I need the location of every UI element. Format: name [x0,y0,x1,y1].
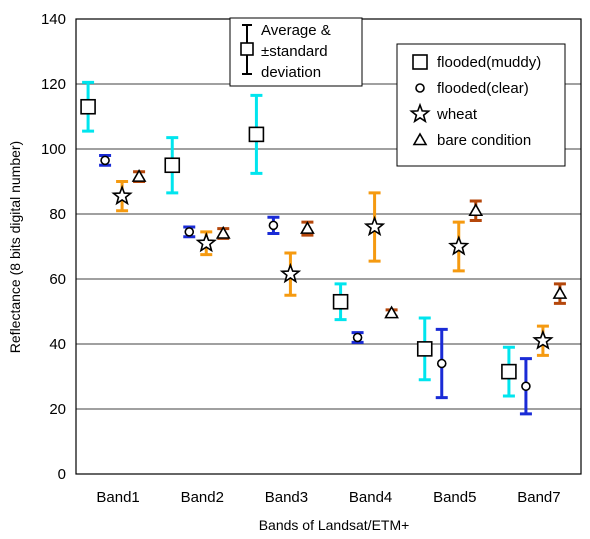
series-star [111,180,554,357]
data-point-star [279,262,302,284]
data-point-triangle [215,225,231,239]
error-bar-legend-line-3: deviation [261,64,321,81]
legend-marker-star [409,102,431,124]
error-bar-legend-symbol [240,24,254,75]
y-tick-label: 120 [41,76,66,93]
data-point-triangle [384,305,399,319]
data-point-star [532,329,554,350]
data-point-star [448,235,470,256]
error-bar-legend-line-1: Average & [261,22,331,39]
legend: flooded(muddy) flooded(clear) wheat bare co… [396,43,566,167]
legend-items: flooded(muddy) flooded(clear) wheat bare co… [409,54,541,149]
data-point-circle [184,227,195,237]
x-tick-label: Band3 [265,489,308,506]
data-point-star [363,215,386,237]
legend-label-star: wheat [436,106,478,123]
data-point-square [248,126,265,143]
legend-marker-triangle [412,132,428,146]
y-tick-label: 0 [58,466,66,483]
data-point-triangle [552,286,568,299]
error-bar-legend: Average & ±standard deviation [229,17,363,87]
data-point-square [332,293,349,310]
data-point-star [111,184,133,206]
data-point-square [80,98,96,115]
y-tick-label: 100 [41,141,66,158]
data-point-triangle [300,221,315,234]
x-tick-label: Band1 [96,489,139,506]
y-tick-label: 40 [49,336,66,353]
y-tick-label: 60 [49,271,66,288]
legend-marker-circle [415,83,425,93]
legend-label-circle: flooded(clear) [437,80,529,97]
series-circle [99,154,532,416]
legend-label-square: flooded(muddy) [437,54,541,71]
data-point-star [195,232,217,253]
data-point-triangle [131,169,147,182]
series-triangle [131,169,568,319]
x-tick-label: Band7 [517,489,560,506]
legend-label-triangle: bare condition [437,132,531,149]
data-point-circle [521,381,531,392]
data-point-square [164,157,181,174]
data-point-circle [268,220,279,231]
x-axis-ticks: Band1 Band2 Band3 Band4 Band5 Band7 [96,489,560,506]
data-marks [80,80,568,416]
error-bar-legend-line-2: ±standard [261,43,328,60]
y-axis-ticks: 0 20 40 60 80 100 120 140 [41,11,66,483]
y-tick-label: 140 [41,11,66,28]
y-tick-label: 80 [49,206,66,223]
data-point-square [416,341,433,357]
x-tick-label: Band4 [349,489,392,506]
legend-marker-square [412,54,428,70]
series-square [80,80,517,398]
data-point-circle [100,155,110,166]
x-tick-label: Band5 [433,489,476,506]
data-point-circle [436,358,447,369]
data-point-circle [352,332,363,343]
data-point-triangle [468,203,484,217]
x-tick-label: Band2 [181,489,224,506]
y-tick-label: 20 [49,401,66,418]
x-axis-title: Bands of Landsat/ETM+ [259,517,410,533]
data-point-square [501,363,517,380]
y-axis-title: Reflectance (8 bits digital number) [7,141,23,353]
